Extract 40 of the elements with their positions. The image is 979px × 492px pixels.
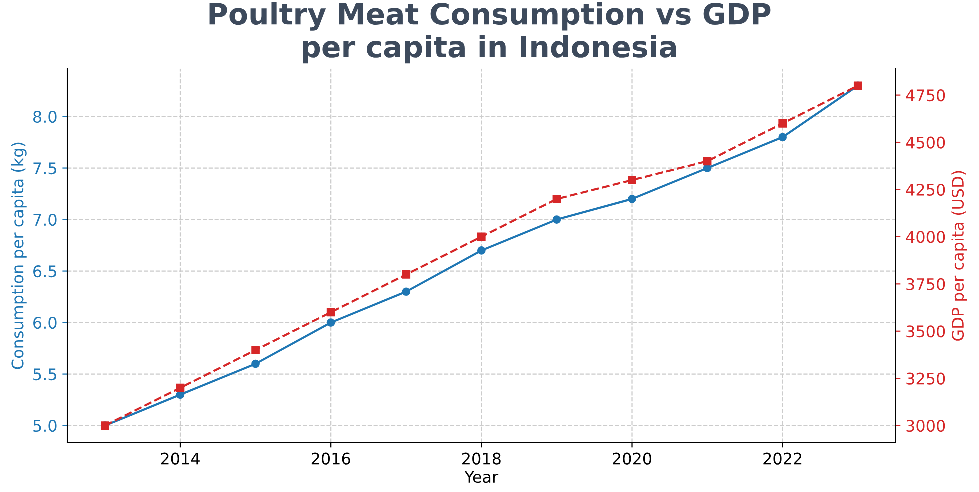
y2-axis-title: GDP per capita (USD) xyxy=(952,171,968,341)
y-tick-label: 8.0 xyxy=(34,110,57,124)
point xyxy=(628,176,636,184)
point xyxy=(402,288,411,296)
x-tick-label: 2020 xyxy=(613,452,652,465)
point xyxy=(778,133,788,142)
x-tick-label: 2016 xyxy=(312,452,350,465)
y-tick-label: 6.5 xyxy=(34,266,56,278)
y-tick-label: 5.5 xyxy=(34,368,56,381)
point xyxy=(778,119,788,128)
point xyxy=(478,246,486,255)
x-tick-label: 2018 xyxy=(462,452,501,465)
point xyxy=(252,346,260,354)
point xyxy=(402,270,411,279)
y-tick-label: 7.0 xyxy=(34,214,57,226)
x-tick-label: 2014 xyxy=(161,452,200,465)
y2-tick-label: 4750 xyxy=(906,90,946,102)
y2-tick-label: 3000 xyxy=(906,420,946,432)
x-axis-title: Year xyxy=(464,471,499,484)
point xyxy=(552,216,562,224)
point xyxy=(326,318,336,327)
y2-tick-label: 4500 xyxy=(906,136,946,149)
point xyxy=(478,232,486,242)
y-tick-label: 7.5 xyxy=(34,162,56,175)
y2-tick-label: 4250 xyxy=(906,184,946,196)
y2-tick-label: 3500 xyxy=(906,326,946,338)
chart-title: Poultry Meat Consumption vs GDP per capita in Indonesia xyxy=(210,2,771,64)
point xyxy=(628,195,636,204)
y2-tick-label: 3250 xyxy=(906,372,946,385)
y2-tick-label: 4000 xyxy=(906,231,946,244)
y-tick-label: 6.0 xyxy=(34,317,57,330)
point xyxy=(326,308,336,317)
point xyxy=(703,157,712,166)
point xyxy=(552,195,562,204)
y-axis-title: Consumption per capita (kg) xyxy=(11,142,27,370)
point xyxy=(176,384,185,392)
point xyxy=(252,360,260,368)
y-tick-label: 5.0 xyxy=(34,420,57,432)
x-tick-label: 2022 xyxy=(764,452,802,465)
y2-tick-label: 3750 xyxy=(906,278,946,290)
